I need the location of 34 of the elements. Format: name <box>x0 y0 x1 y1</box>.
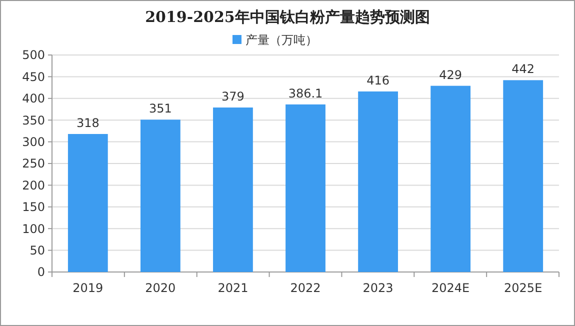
data-label: 386.1 <box>288 86 323 100</box>
x-tick-label: 2024E <box>432 281 470 295</box>
y-tick-label: 450 <box>22 70 45 84</box>
bar <box>503 80 544 272</box>
y-tick-label: 400 <box>22 92 45 106</box>
y-tick-label: 500 <box>22 48 45 62</box>
y-tick-label: 350 <box>22 113 45 128</box>
bar <box>213 108 253 272</box>
y-tick-label: 200 <box>22 178 45 192</box>
x-tick-label: 2023 <box>362 281 394 295</box>
y-tick-label: 150 <box>22 200 45 214</box>
y-tick-label: 0 <box>37 265 45 280</box>
y-tick-label: 100 <box>22 222 45 236</box>
x-tick-label: 2022 <box>290 281 321 295</box>
bar <box>430 86 471 272</box>
x-tick-label: 2019 <box>72 281 104 295</box>
bar <box>286 104 326 272</box>
bar <box>140 120 180 272</box>
chart-title: 2019-2025年中国钛白粉产量趋势预测图 <box>145 8 430 26</box>
data-label: 416 <box>366 73 390 88</box>
y-tick-label: 300 <box>22 135 45 149</box>
legend-label: 产量（万吨） <box>246 33 318 47</box>
data-label: 379 <box>222 90 244 104</box>
y-tick-label: 250 <box>22 156 45 171</box>
x-tick-label: 2025E <box>504 281 542 295</box>
bar <box>68 134 108 272</box>
x-tick-label: 2021 <box>218 281 248 295</box>
x-tick-label: 2020 <box>145 281 176 295</box>
data-label: 318 <box>76 116 100 130</box>
data-label: 442 <box>512 62 535 76</box>
y-tick-label: 50 <box>30 244 45 258</box>
data-label: 429 <box>439 68 462 82</box>
data-label: 351 <box>148 102 172 116</box>
bar <box>358 91 398 272</box>
